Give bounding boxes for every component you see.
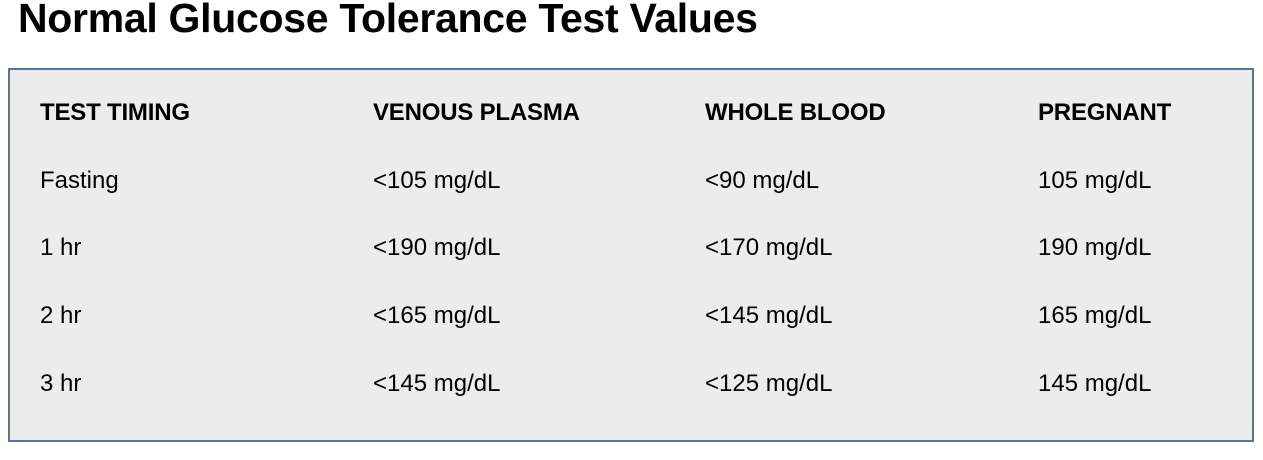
- table-cell-pregnant: 105 mg/dL: [1038, 167, 1152, 194]
- table-cell-test-timing: 1 hr: [40, 234, 82, 261]
- table-cell-test-timing: 2 hr: [40, 302, 82, 329]
- table-cell-whole-blood: <90 mg/dL: [705, 167, 820, 194]
- table-cell-whole-blood: <170 mg/dL: [705, 234, 833, 261]
- table-cell-venous-plasma: <105 mg/dL: [373, 167, 501, 194]
- page-title: Normal Glucose Tolerance Test Values: [18, 0, 758, 41]
- table-cell-pregnant: 165 mg/dL: [1038, 302, 1152, 329]
- table-header-whole-blood: WHOLE BLOOD: [705, 99, 886, 126]
- table-cell-test-timing: Fasting: [40, 167, 119, 194]
- table-cell-venous-plasma: <190 mg/dL: [373, 234, 501, 261]
- table-cell-test-timing: 3 hr: [40, 370, 82, 397]
- table-cell-whole-blood: <125 mg/dL: [705, 370, 833, 397]
- table-header-test-timing: TEST TIMING: [40, 99, 190, 126]
- glucose-values-table: TEST TIMING VENOUS PLASMA WHOLE BLOOD PR…: [8, 68, 1254, 442]
- table-cell-pregnant: 145 mg/dL: [1038, 370, 1152, 397]
- table-cell-venous-plasma: <165 mg/dL: [373, 302, 501, 329]
- table-header-venous-plasma: VENOUS PLASMA: [373, 99, 580, 126]
- table-header-pregnant: PREGNANT: [1038, 99, 1172, 126]
- table-cell-pregnant: 190 mg/dL: [1038, 234, 1152, 261]
- table-cell-whole-blood: <145 mg/dL: [705, 302, 833, 329]
- table-cell-venous-plasma: <145 mg/dL: [373, 370, 501, 397]
